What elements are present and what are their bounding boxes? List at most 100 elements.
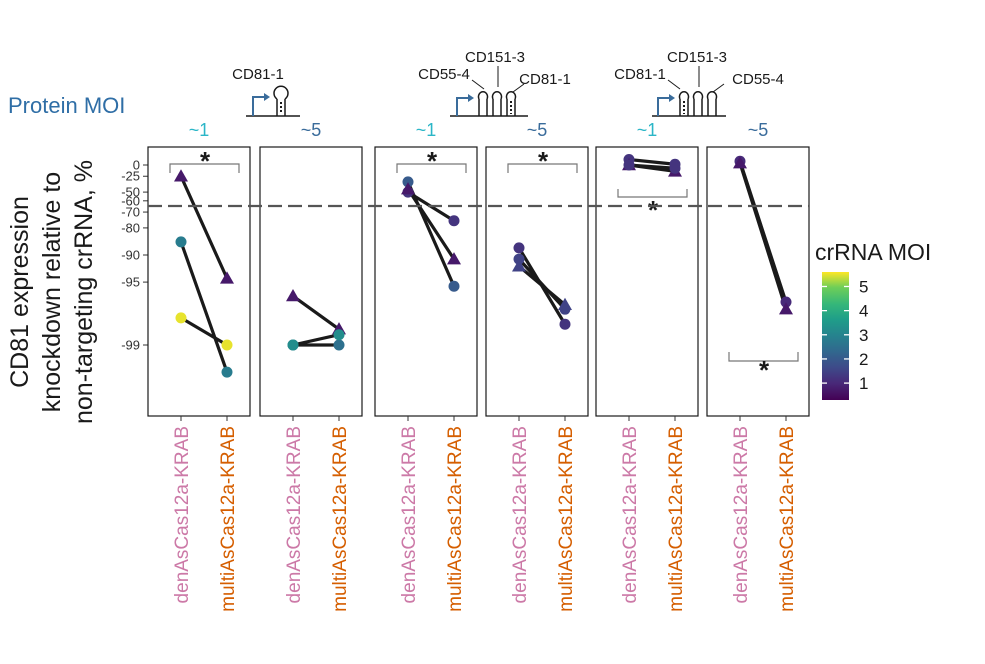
y-axis: 0-25-50-60-70-80 -90 -95 -99: [121, 158, 148, 353]
panel-5: ~1 *: [595, 120, 699, 421]
data-point-circle: [333, 329, 345, 341]
series-line: [627, 163, 677, 170]
data-point-circle: [175, 312, 187, 324]
significance-star: *: [648, 195, 659, 225]
protein-moi-header: ~5: [748, 120, 769, 140]
array-label: CD55-4: [418, 66, 470, 83]
data-point-circle: [221, 366, 233, 378]
data-point-triangle: [286, 289, 300, 302]
y-axis-label-line-1: CD81 expression: [6, 196, 34, 388]
data-point-triangle: [779, 302, 793, 315]
panel-frame: [374, 146, 478, 417]
data-point-triangle: [512, 259, 526, 272]
array-label: CD55-4: [732, 71, 784, 88]
significance-star: *: [427, 146, 438, 176]
colorbar-tick-label: 4: [859, 302, 868, 321]
y-tick-label: -95: [121, 275, 140, 290]
hairpin-icon: [706, 91, 718, 116]
data-point-circle: [669, 162, 681, 174]
protein-moi-header: ~1: [189, 120, 210, 140]
data-point-circle: [513, 253, 525, 265]
data-point-circle: [448, 280, 460, 292]
panel-frame: [706, 146, 810, 417]
colorbar-tick-label: 3: [859, 326, 868, 345]
data-point-triangle: [401, 182, 415, 195]
legend-title: crRNA MOI: [815, 239, 931, 265]
colorbar-tick-label: 2: [859, 350, 868, 369]
series-line: [179, 240, 229, 374]
x-category-label: multiAsCas12a-KRAB: [330, 426, 351, 612]
y-axis-label-line-2: knockdown relative to: [38, 172, 66, 412]
array-label: CD81-1: [614, 66, 666, 83]
colorbar-tick-label: 5: [859, 277, 868, 296]
label-pointer: [471, 79, 485, 90]
data-point-circle: [175, 236, 187, 248]
x-category-label: multiAsCas12a-KRAB: [218, 426, 239, 612]
panel-6: ~5 *: [706, 120, 810, 421]
y-tick-label: -90: [121, 248, 140, 263]
significance-bracket: [507, 163, 578, 173]
data-point-circle: [448, 215, 460, 227]
data-point-circle: [221, 339, 233, 351]
hairpin-icon: [678, 91, 690, 116]
promoter-arrow-icon: [252, 96, 266, 116]
colorbar-ticks: 5 4 3 2 1: [822, 277, 868, 393]
panel-1: ~1 *: [147, 120, 251, 421]
promoter-arrowhead-icon: [264, 93, 270, 101]
hairpin-icon: [477, 91, 489, 116]
data-point-circle: [623, 159, 635, 171]
y-axis-label-line-3: non-targeting crRNA, %: [70, 160, 98, 424]
significance-star: *: [538, 146, 549, 176]
hairpin-icon: [491, 91, 503, 116]
array-label: CD81-1: [232, 66, 284, 83]
diagram-panel-1: CD81-1: [232, 66, 300, 117]
y-tick-label: -99: [121, 338, 140, 353]
data-point-triangle: [733, 156, 747, 169]
series-line: [179, 174, 229, 280]
x-category-label: denAsCas12a-KRAB: [172, 426, 193, 603]
x-category-label: multiAsCas12a-KRAB: [777, 426, 798, 612]
panels: ~1 * ~5 ~1 * ~5 * ~1 * ~5 *: [147, 120, 810, 421]
array-label: CD151-3: [667, 49, 727, 66]
array-label: CD81-1: [519, 71, 571, 88]
protein-moi-header: ~1: [416, 120, 437, 140]
x-axis-labels: denAsCas12a-KRAB multiAsCas12a-KRAB denAsC…: [172, 426, 798, 612]
y-axis-label: CD81 expression knockdown relative to no…: [6, 160, 98, 424]
colorbar: [822, 272, 849, 400]
data-point-circle: [287, 339, 299, 351]
y-tick-label: -50: [121, 185, 140, 200]
hairpin-icon: [692, 91, 704, 116]
panel-2: ~5: [259, 120, 363, 421]
x-category-label: multiAsCas12a-KRAB: [445, 426, 466, 612]
promoter-arrowhead-icon: [468, 94, 474, 102]
panel-3: ~1 *: [374, 120, 478, 421]
series-line: [517, 264, 567, 307]
series-line: [179, 316, 229, 347]
y-tick-label: -25: [121, 169, 140, 184]
series-line: [738, 161, 788, 311]
significance-bracket: [617, 189, 688, 198]
hairpin-icon: [273, 85, 289, 116]
y-tick-label: -80: [121, 220, 140, 235]
data-point-circle: [559, 318, 571, 330]
protein-moi-header: ~5: [301, 120, 322, 140]
colorbar-legend: crRNA MOI 5 4 3 2 1: [815, 239, 931, 400]
data-point-triangle: [174, 169, 188, 182]
data-point-circle: [513, 242, 525, 254]
array-label: CD151-3: [465, 49, 525, 66]
y-tick-label: 0: [133, 158, 140, 173]
x-category-label: denAsCas12a-KRAB: [399, 426, 420, 603]
promoter-arrow-icon: [657, 97, 671, 116]
diagram-panel-3: CD151-3 CD55-4 CD81-1: [418, 49, 571, 117]
protein-moi-label: Protein MOI: [8, 93, 125, 118]
significance-bracket: [396, 163, 467, 173]
x-category-label: multiAsCas12a-KRAB: [556, 426, 577, 612]
x-category-label: multiAsCas12a-KRAB: [666, 426, 687, 612]
series-line: [291, 294, 341, 331]
panel-frame: [259, 146, 363, 417]
data-point-triangle: [447, 252, 461, 265]
data-point-triangle: [558, 297, 572, 311]
significance-star: *: [200, 146, 211, 176]
label-pointer: [512, 83, 525, 93]
